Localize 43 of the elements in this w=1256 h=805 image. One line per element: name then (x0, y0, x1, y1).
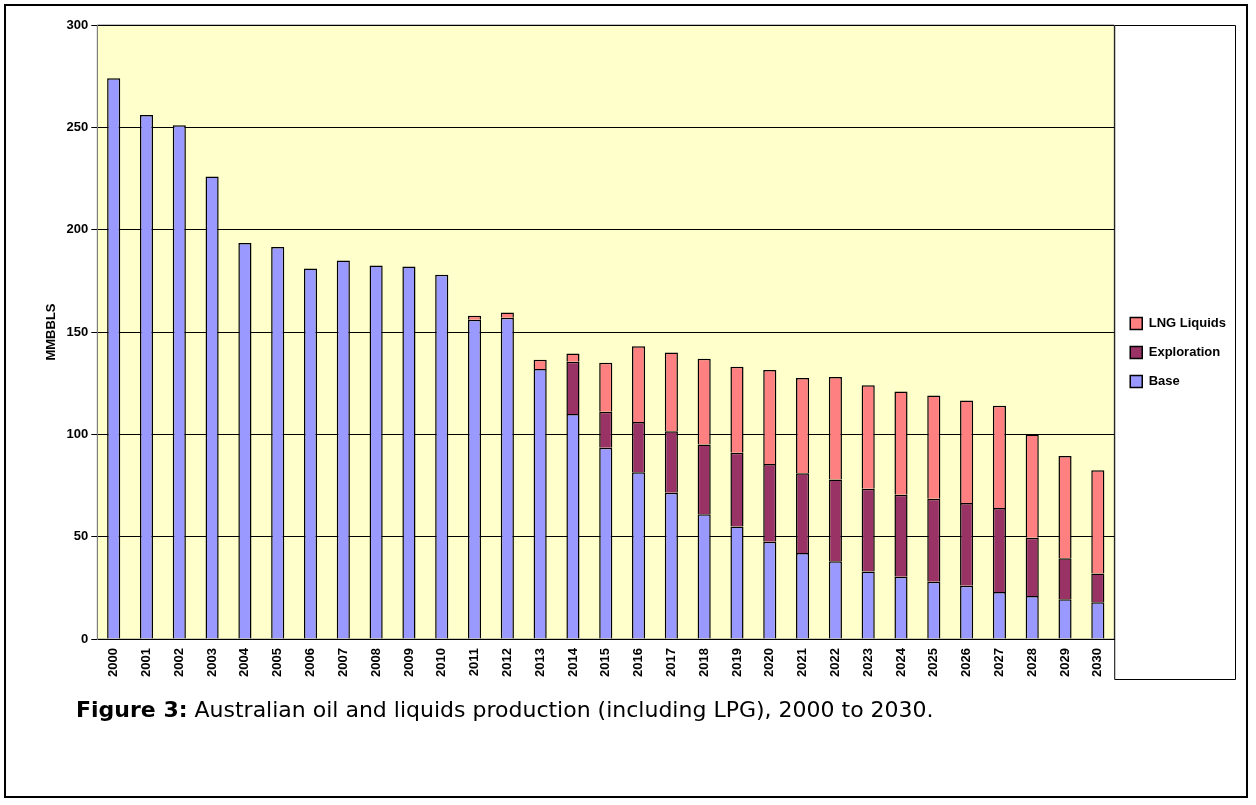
x-tick-label: 2013 (531, 648, 547, 677)
x-tick-label: 2024 (892, 647, 908, 677)
y-tick-label: 100 (66, 425, 89, 441)
x-tick-label: 2016 (630, 648, 646, 677)
x-tick-label: 2030 (1089, 648, 1105, 677)
x-tick-label: 2007 (334, 648, 350, 677)
caption: Figure 3: Australian oil and liquids production (including LPG), 2000 to 2030. (76, 696, 935, 724)
x-tick-label: 2028 (1023, 648, 1039, 677)
x-tick-label: 2023 (859, 648, 875, 677)
x-tick-label: 2026 (958, 648, 974, 677)
x-tick-label: 2025 (925, 648, 941, 677)
y-axis-title: MMBBLS (43, 303, 59, 361)
x-tick-label: 2005 (269, 648, 285, 677)
x-tick-label: 2020 (761, 648, 777, 677)
x-tick-label: 2006 (302, 648, 318, 677)
legend-label: Exploration (1148, 344, 1221, 360)
x-tick-label: 2011 (466, 648, 482, 677)
x-tick-label: 2015 (597, 648, 613, 677)
x-tick-label: 2018 (695, 648, 711, 677)
y-tick-label: 0 (81, 630, 89, 646)
x-tick-label: 2022 (826, 648, 842, 677)
x-tick-label: 2003 (203, 648, 219, 677)
x-tick-label: 2027 (990, 648, 1006, 677)
y-tick-label: 200 (66, 221, 89, 237)
y-tick-label: 150 (66, 323, 89, 339)
x-tick-label: 2009 (400, 648, 416, 677)
x-tick-label: 2029 (1056, 648, 1072, 677)
x-tick-label: 2019 (728, 648, 744, 677)
x-tick-label: 2002 (170, 648, 186, 677)
x-tick-label: 2000 (105, 648, 121, 677)
x-tick-label: 2014 (564, 647, 580, 677)
legend-label: LNG Liquids (1148, 315, 1227, 331)
x-tick-label: 2021 (794, 648, 810, 677)
y-tick-label: 300 (66, 16, 89, 32)
x-tick-label: 2010 (433, 648, 449, 677)
x-tick-label: 2012 (498, 648, 514, 677)
y-tick-label: 50 (73, 528, 89, 544)
y-tick-label: 250 (66, 118, 89, 134)
x-tick-label: 2001 (138, 648, 154, 677)
x-tick-label: 2008 (367, 648, 383, 677)
x-tick-label: 2017 (662, 648, 678, 677)
x-tick-label: 2004 (236, 647, 252, 677)
legend-label: Base (1148, 373, 1180, 389)
